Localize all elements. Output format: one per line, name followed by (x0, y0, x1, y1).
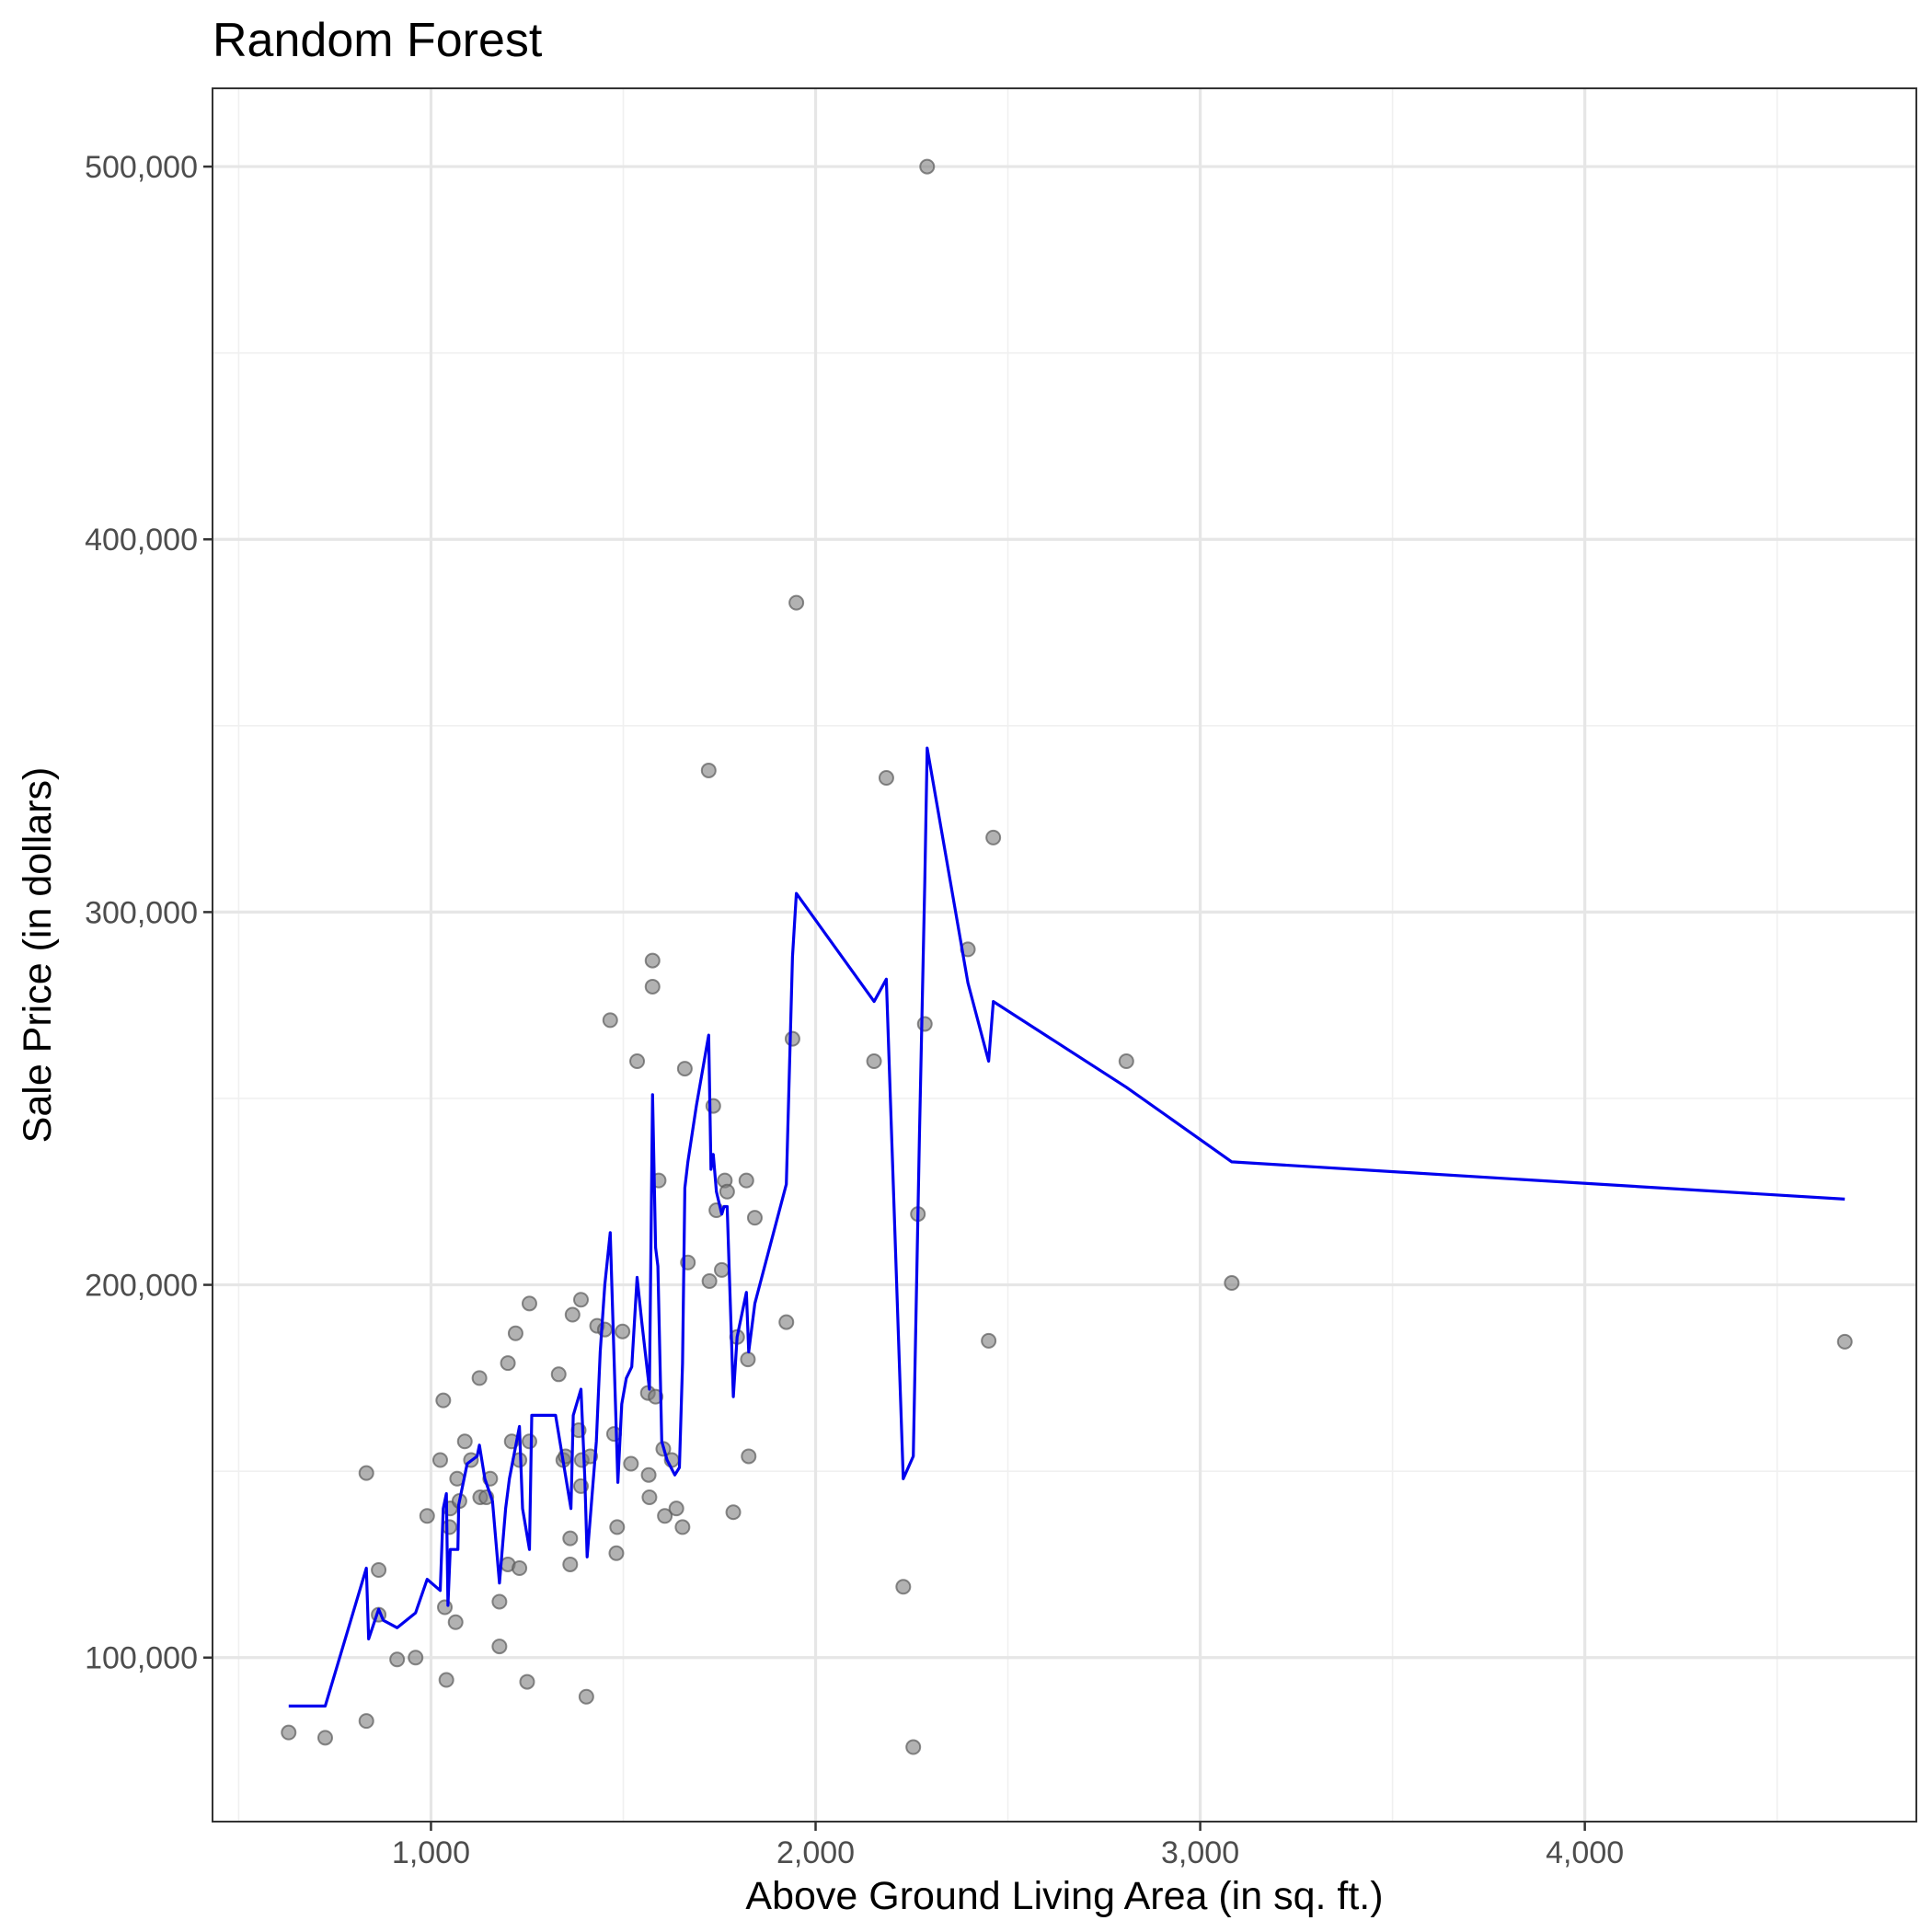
y-tick-label: 300,000 (85, 895, 198, 930)
x-tick-label: 1,000 (392, 1835, 470, 1870)
data-point (740, 1351, 756, 1368)
data-point (640, 1466, 657, 1483)
data-point (784, 1030, 800, 1047)
data-point (471, 1370, 488, 1386)
data-point (562, 1530, 579, 1547)
data-point (573, 1292, 590, 1308)
data-point (623, 1455, 639, 1472)
data-point (419, 1508, 435, 1524)
data-point (389, 1651, 406, 1668)
prediction-line (288, 746, 1846, 1708)
data-point (281, 1724, 297, 1741)
data-point (674, 1519, 691, 1535)
data-point (981, 1332, 997, 1349)
data-point (435, 1392, 452, 1409)
x-tick-label: 4,000 (1546, 1835, 1624, 1870)
data-point (676, 1061, 693, 1077)
data-point (512, 1559, 528, 1576)
data-point (609, 1519, 626, 1535)
data-point (358, 1465, 374, 1481)
data-point (738, 1172, 754, 1189)
data-point (1224, 1275, 1240, 1292)
x-axis-title: Above Ground Living Area (in sq. ft.) (745, 1874, 1383, 1918)
data-point (564, 1306, 581, 1323)
scatter-points (281, 158, 1853, 1755)
data-point (905, 1739, 922, 1755)
data-point (491, 1593, 508, 1610)
data-point (438, 1672, 454, 1688)
data-point (447, 1614, 464, 1630)
data-point (431, 1452, 448, 1468)
data-point (521, 1433, 537, 1450)
data-point (371, 1562, 387, 1579)
data-point (714, 1261, 730, 1278)
data-point (895, 1579, 912, 1595)
data-point (602, 1012, 618, 1029)
y-axis-title: Sale Price (in dollars) (16, 767, 60, 1144)
data-point (500, 1355, 516, 1372)
data-point (741, 1448, 757, 1465)
data-point (550, 1366, 567, 1383)
data-point (442, 1519, 458, 1535)
data-point (615, 1323, 631, 1340)
data-point (562, 1556, 579, 1572)
y-tick-label: 500,000 (85, 150, 198, 185)
data-point (408, 1650, 424, 1666)
data-point (648, 1388, 664, 1405)
data-point (358, 1713, 374, 1730)
data-point (746, 1210, 763, 1226)
data-point (644, 952, 661, 969)
data-point (778, 1314, 795, 1330)
data-point (719, 1183, 735, 1200)
data-point (788, 594, 805, 611)
axis-ticks: 1,000 2,000 3,000 4,000 100,000 200,000 300,00… (85, 150, 1624, 1870)
data-point (578, 1688, 594, 1705)
chart-title: Random Forest (213, 14, 543, 67)
data-point (985, 829, 1002, 845)
data-point (491, 1639, 508, 1655)
data-point (641, 1489, 658, 1506)
x-tick-label: 3,000 (1161, 1835, 1239, 1870)
data-point (507, 1325, 523, 1341)
y-tick-label: 100,000 (85, 1641, 198, 1676)
data-point (1118, 1052, 1134, 1069)
x-tick-label: 2,000 (776, 1835, 855, 1870)
data-point (919, 158, 936, 175)
data-point (1836, 1333, 1853, 1350)
data-point (701, 1273, 718, 1290)
y-tick-label: 200,000 (85, 1269, 198, 1304)
data-point (519, 1673, 535, 1690)
data-point (725, 1504, 742, 1521)
data-point (668, 1501, 684, 1517)
data-point (608, 1545, 625, 1561)
y-tick-label: 400,000 (85, 523, 198, 558)
data-point (644, 978, 661, 995)
data-point (866, 1052, 882, 1069)
plot-panel-border (212, 87, 1917, 1823)
data-point (437, 1599, 454, 1616)
data-point (700, 762, 717, 778)
data-point (916, 1016, 933, 1032)
grid (213, 88, 1916, 1822)
data-point (629, 1052, 646, 1069)
data-point (657, 1508, 673, 1524)
prediction-line-layer (288, 746, 1846, 1708)
data-point (521, 1295, 537, 1312)
data-point (456, 1433, 473, 1450)
data-point (878, 770, 894, 787)
data-point (316, 1730, 333, 1746)
